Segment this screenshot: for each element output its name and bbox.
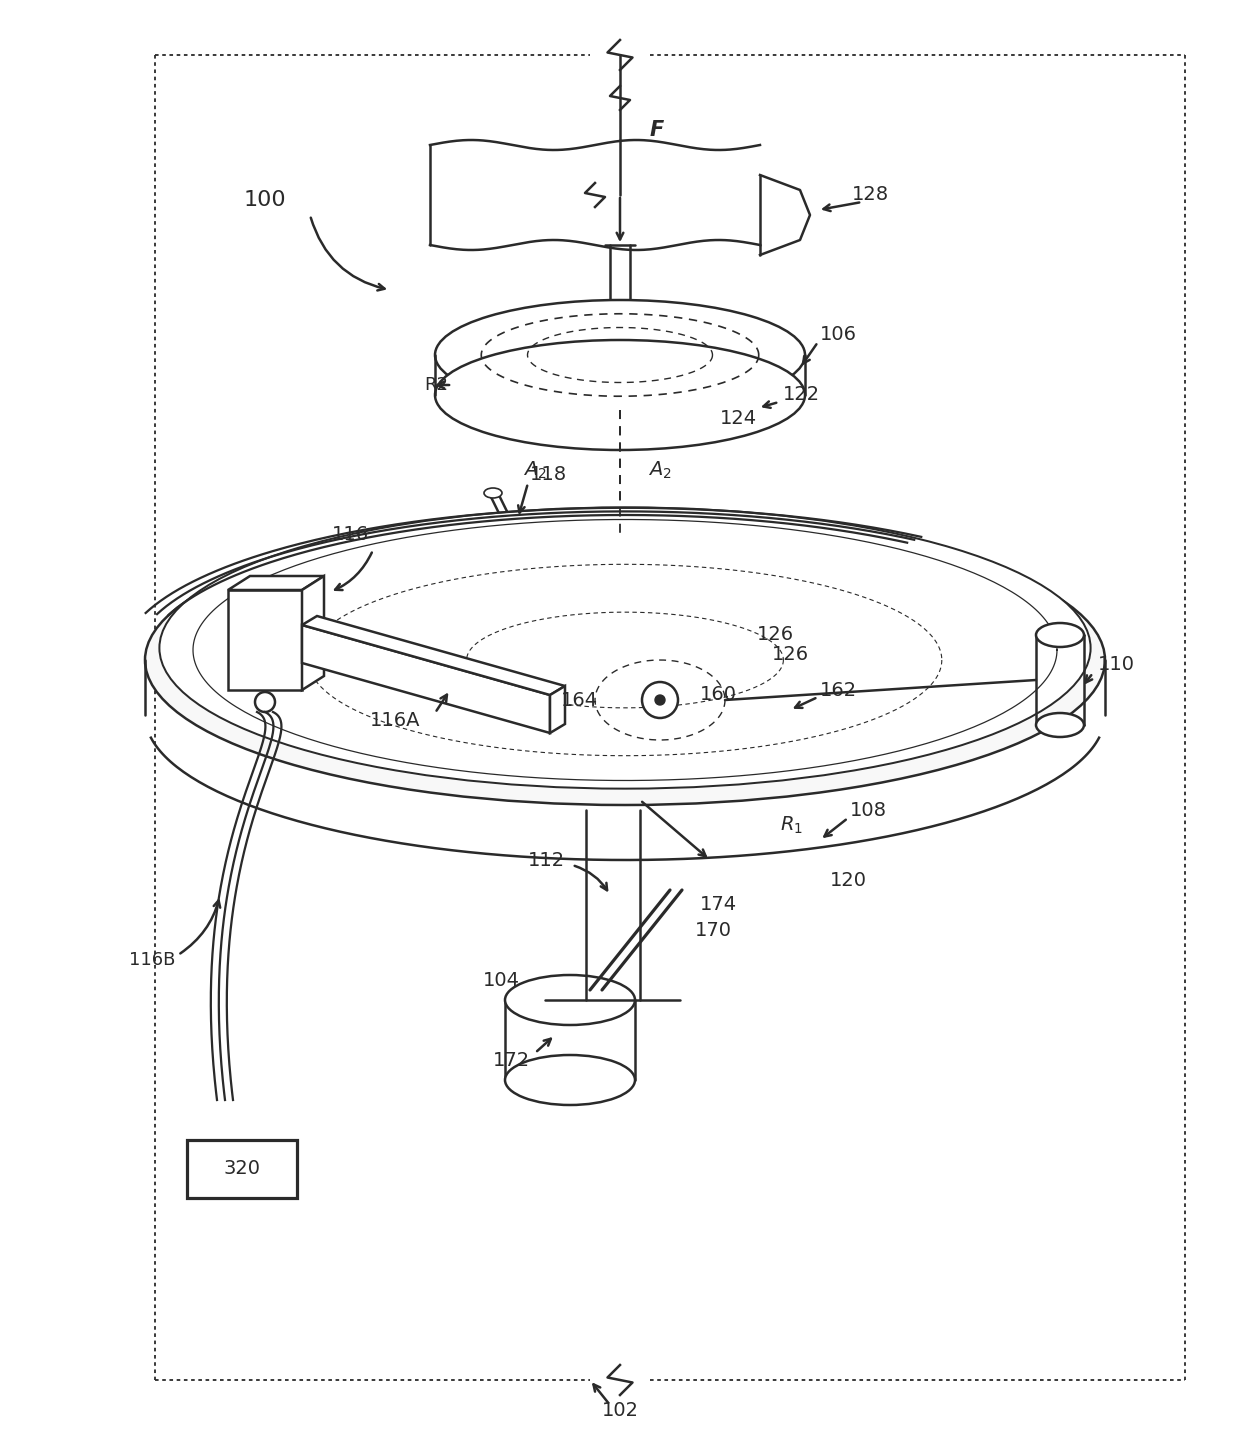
Circle shape	[642, 682, 678, 718]
Text: 100: 100	[244, 189, 286, 210]
Text: 162: 162	[820, 680, 857, 699]
Text: 120: 120	[830, 871, 867, 890]
Polygon shape	[303, 575, 324, 690]
Text: 116A: 116A	[370, 710, 420, 729]
Text: $R_1$: $R_1$	[780, 814, 804, 835]
Text: $A_2$: $A_2$	[649, 459, 672, 481]
Text: 126: 126	[756, 626, 794, 644]
Text: 106: 106	[820, 326, 857, 344]
Ellipse shape	[1035, 713, 1084, 738]
Text: 102: 102	[601, 1401, 639, 1419]
Text: 116: 116	[331, 525, 368, 544]
Text: 172: 172	[492, 1050, 529, 1069]
Ellipse shape	[484, 488, 502, 498]
Text: 174: 174	[701, 895, 737, 914]
Bar	[187, 1139, 298, 1198]
Text: 104: 104	[484, 970, 520, 990]
Text: 128: 128	[852, 185, 889, 205]
Polygon shape	[228, 590, 303, 690]
Text: 116B: 116B	[129, 951, 175, 969]
Text: 122: 122	[782, 386, 820, 405]
Circle shape	[655, 695, 665, 705]
Ellipse shape	[145, 515, 1105, 805]
Text: 170: 170	[694, 920, 732, 940]
Text: F: F	[650, 121, 665, 141]
Ellipse shape	[435, 300, 805, 410]
Text: 164: 164	[560, 690, 598, 709]
Ellipse shape	[160, 508, 1091, 789]
Text: 118: 118	[529, 465, 567, 485]
Ellipse shape	[505, 1055, 635, 1105]
Text: 112: 112	[528, 851, 565, 870]
Polygon shape	[303, 626, 551, 733]
Polygon shape	[551, 686, 565, 733]
Ellipse shape	[1035, 623, 1084, 647]
Text: 126: 126	[771, 646, 808, 664]
Text: 108: 108	[849, 801, 887, 819]
Polygon shape	[228, 575, 324, 590]
Text: R2: R2	[424, 376, 448, 395]
Ellipse shape	[505, 974, 635, 1025]
Text: 110: 110	[1097, 656, 1135, 674]
Text: $A_2$: $A_2$	[523, 459, 547, 481]
Ellipse shape	[435, 340, 805, 451]
Text: 160: 160	[701, 686, 737, 705]
Polygon shape	[303, 616, 565, 695]
Text: 320: 320	[223, 1159, 260, 1178]
Text: 124: 124	[720, 409, 758, 428]
